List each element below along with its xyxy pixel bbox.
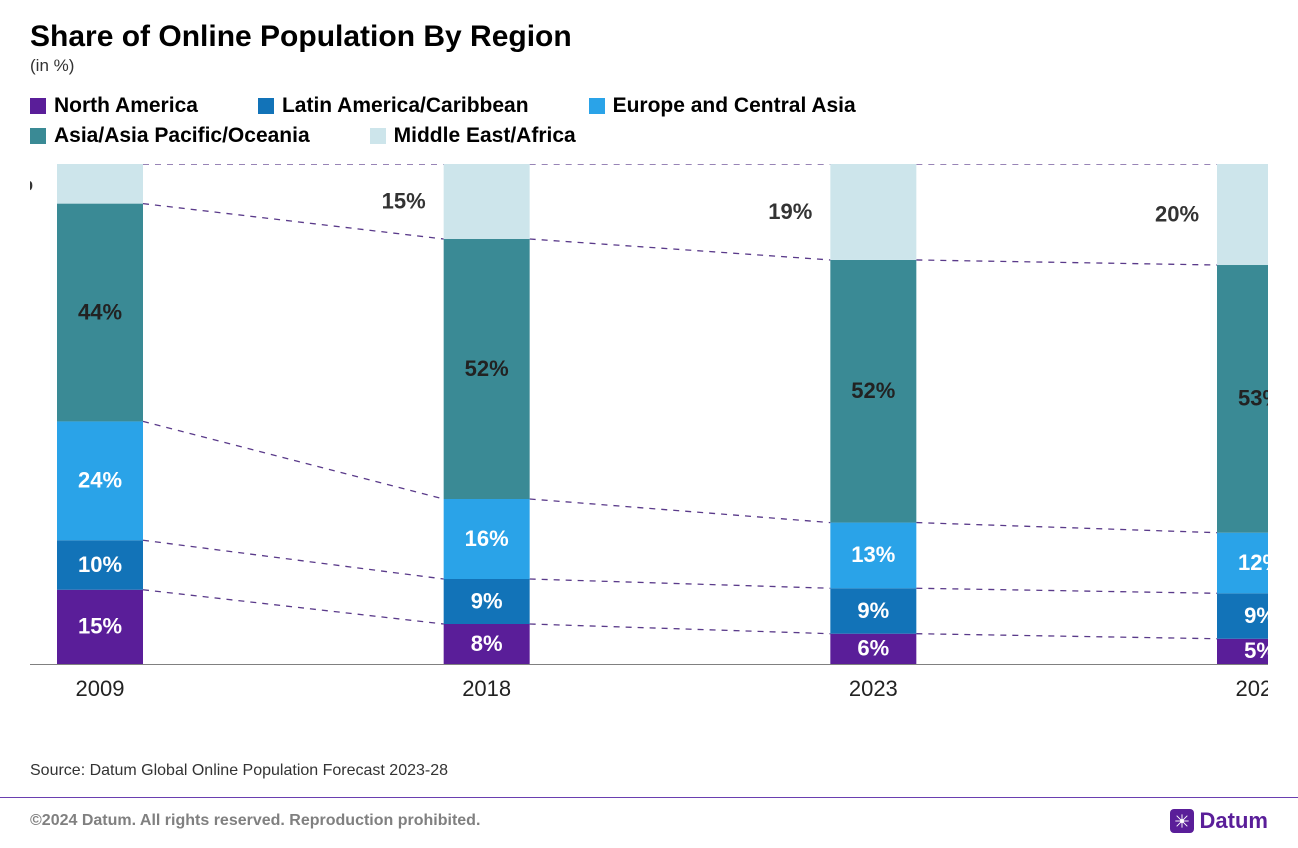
bar-value-label: 9%: [1244, 603, 1268, 628]
bar-value-label: 19%: [768, 199, 812, 224]
legend-label: Middle East/Africa: [394, 124, 576, 148]
bar-value-label: 12%: [1238, 550, 1268, 575]
connector-line: [143, 590, 444, 624]
bar-value-label: 16%: [465, 526, 509, 551]
bar-value-label: 8%: [471, 631, 503, 656]
legend-item-apac: Asia/Asia Pacific/Oceania: [30, 124, 310, 148]
legend: North America Latin America/Caribbean Euro…: [30, 94, 1268, 154]
bar-value-label: 52%: [851, 378, 895, 403]
bar-value-label: 5%: [1244, 638, 1268, 663]
brand-logo: Datum: [1170, 808, 1268, 834]
connector-line: [916, 634, 1217, 639]
bar-segment-mea: [444, 164, 530, 239]
legend-swatch: [30, 98, 46, 114]
connector-line: [530, 579, 831, 588]
bar-segment-mea: [57, 164, 143, 204]
bar-value-label: 44%: [78, 299, 122, 324]
connector-line: [916, 260, 1217, 265]
bar-value-label: 15%: [78, 614, 122, 639]
brand-icon: [1170, 809, 1194, 833]
legend-swatch: [258, 98, 274, 114]
legend-item-lac: Latin America/Caribbean: [258, 94, 529, 118]
bar-value-label: 15%: [382, 188, 426, 213]
footer: ©2024 Datum. All rights reserved. Reprod…: [0, 797, 1298, 834]
connector-line: [143, 540, 444, 579]
chart-container: Share of Online Population By Region (in…: [0, 0, 1298, 848]
bar-value-label: 24%: [78, 468, 122, 493]
bar-value-label: 6%: [857, 636, 889, 661]
connector-line: [530, 499, 831, 523]
bar-value-label: 8%: [30, 171, 33, 196]
x-axis-label: 2009: [76, 676, 125, 701]
connector-line: [916, 523, 1217, 533]
bar-value-label: 52%: [465, 356, 509, 381]
legend-item-na: North America: [30, 94, 198, 118]
bar-value-label: 9%: [471, 588, 503, 613]
bar-value-label: 20%: [1155, 201, 1199, 226]
brand-name: Datum: [1200, 808, 1268, 834]
legend-swatch: [370, 128, 386, 144]
bar-value-label: 13%: [851, 542, 895, 567]
connector-line: [143, 421, 444, 499]
x-axis-label: 2028: [1236, 676, 1268, 701]
legend-swatch: [589, 98, 605, 114]
x-axis-label: 2018: [462, 676, 511, 701]
legend-label: Europe and Central Asia: [613, 94, 856, 118]
bar-value-label: 10%: [78, 552, 122, 577]
bar-value-label: 9%: [857, 598, 889, 623]
x-axis-label: 2023: [849, 676, 898, 701]
legend-item-eca: Europe and Central Asia: [589, 94, 856, 118]
connector-line: [916, 588, 1217, 593]
chart-plot: 15% 10% 24% 44% 8% 8% 9% 16% 52% 15% 6% 9% 13% 52% 19%…: [30, 164, 1268, 724]
source-text: Source: Datum Global Online Population F…: [30, 762, 1268, 780]
chart-subtitle: (in %): [30, 56, 1268, 76]
chart-title: Share of Online Population By Region: [30, 20, 1268, 54]
legend-label: Asia/Asia Pacific/Oceania: [54, 124, 310, 148]
legend-item-mea: Middle East/Africa: [370, 124, 576, 148]
legend-label: North America: [54, 94, 198, 118]
copyright-text: ©2024 Datum. All rights reserved. Reprod…: [30, 812, 480, 830]
bar-value-label: 53%: [1238, 386, 1268, 411]
bar-segment-mea: [830, 164, 916, 260]
connector-line: [530, 239, 831, 260]
bar-segment-mea: [1217, 164, 1268, 265]
legend-swatch: [30, 128, 46, 144]
connector-line: [530, 624, 831, 634]
legend-label: Latin America/Caribbean: [282, 94, 529, 118]
